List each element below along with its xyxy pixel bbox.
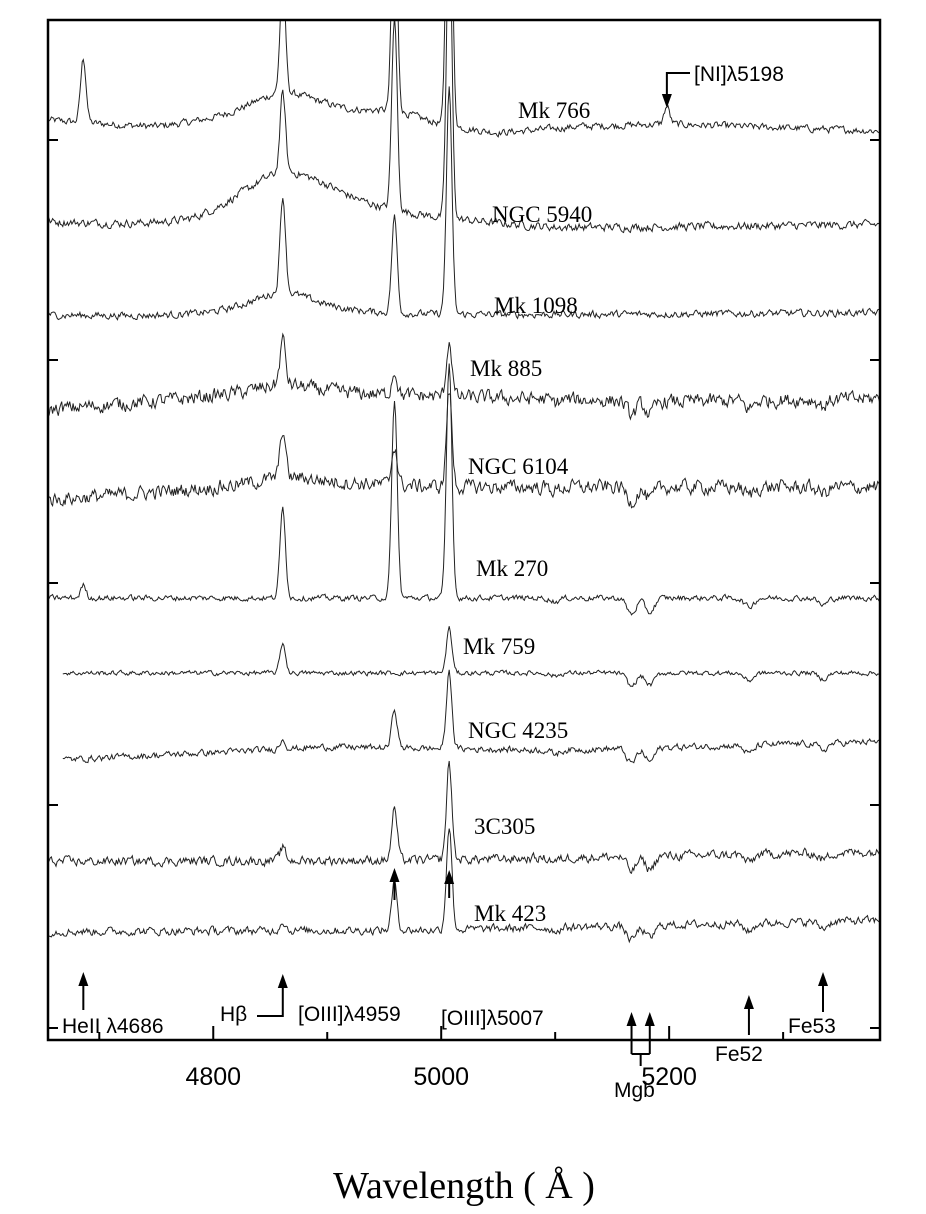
marker-arrow-head [78, 972, 89, 986]
spectrum-line [48, 332, 880, 421]
marker-label-mgb: Mgb [614, 1079, 655, 1102]
series-label: Mk 759 [463, 634, 535, 659]
x-tick-label: 5000 [413, 1063, 469, 1091]
line-markers: HeII λ4686 Hβ [OIII]λ4959 [OIII]λ5007 Mg… [62, 63, 836, 1102]
marker-arrow-head [743, 995, 754, 1009]
spectrum-line [62, 669, 880, 764]
marker-label-hbeta: Hβ [220, 1003, 247, 1026]
spectrum-line [48, 363, 880, 616]
marker-arrow-head [626, 1012, 637, 1026]
x-tick-label: 5200 [641, 1063, 697, 1091]
series-label: NGC 5940 [492, 202, 592, 227]
marker-arrow-head [661, 94, 672, 108]
marker-label-fe53: Fe53 [788, 1015, 836, 1038]
series-label: Mk 423 [474, 901, 546, 926]
marker-label-heii: HeII λ4686 [62, 1015, 164, 1038]
spectrum-line [48, 393, 880, 509]
spectrum-line [48, 20, 880, 234]
marker-arrow-head [818, 972, 829, 986]
spectrum-line [62, 626, 880, 688]
series-label: NGC 6104 [468, 454, 569, 479]
series-label: Mk 1098 [494, 293, 578, 318]
x-axis-title: Wavelength ( Å ) [333, 1165, 595, 1207]
marker-label-fe52: Fe52 [715, 1043, 763, 1066]
marker-label-oiii-4959: [OIII]λ4959 [298, 1003, 401, 1026]
spectra-group [48, 20, 880, 944]
series-label: Mk 270 [476, 556, 548, 581]
x-tick-label: 4800 [185, 1063, 241, 1091]
series-label: 3C305 [474, 814, 535, 839]
marker-label-oiii-5007: [OIII]λ5007 [441, 1007, 544, 1030]
marker-arrow-head [644, 1012, 655, 1026]
plot-frame [46, 18, 882, 1042]
series-labels: Mk 766 NGC 5940 Mk 1098 Mk 885 NGC 6104 Mk 27… [463, 98, 592, 926]
spectrum-line [48, 86, 880, 321]
series-label: Mk 885 [470, 356, 542, 381]
axis-ticks: 4800 5000 5200 [48, 139, 880, 1091]
marker-arrow-head [277, 974, 288, 988]
spectrum-line [48, 828, 880, 944]
spectrum-line [48, 20, 880, 138]
series-label: Mk 766 [518, 98, 590, 123]
marker-arrow-head [444, 870, 455, 884]
ni-bracket [665, 72, 690, 94]
spectrum-line [48, 760, 880, 874]
hbeta-bracket [257, 988, 284, 1017]
series-label: NGC 4235 [468, 718, 568, 743]
marker-label-ni-5198: [NI]λ5198 [694, 63, 784, 86]
marker-arrow-head [389, 868, 400, 882]
